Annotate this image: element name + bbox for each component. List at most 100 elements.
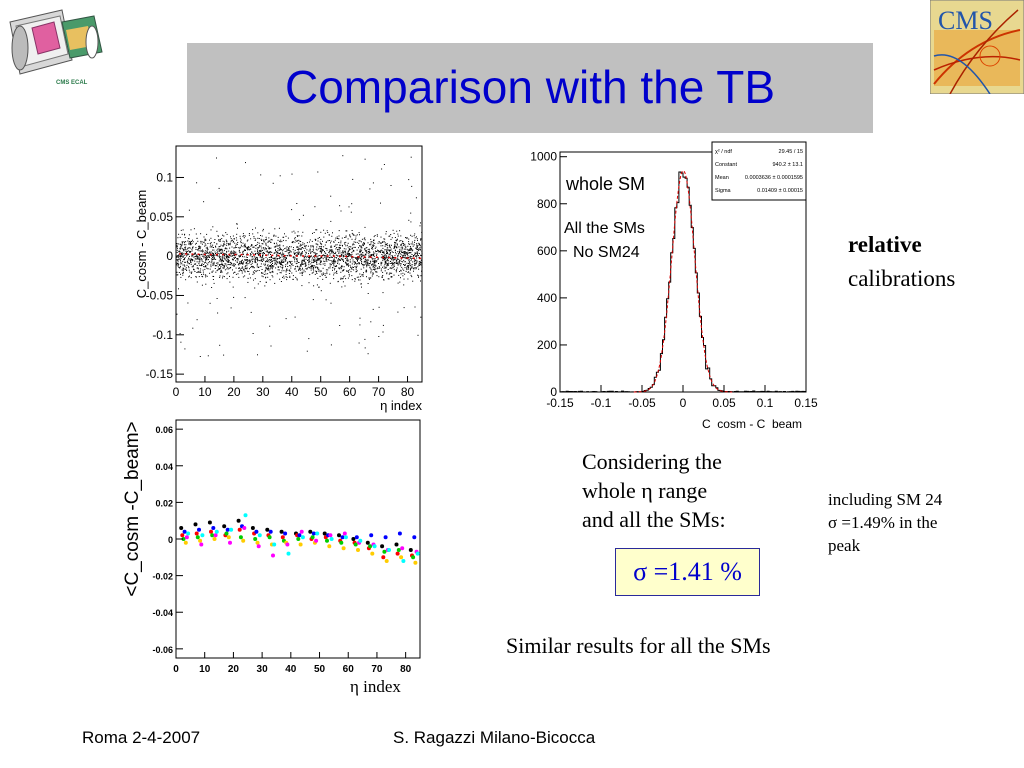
data-point (356, 258, 358, 260)
data-point (279, 241, 281, 243)
data-point (271, 255, 272, 257)
data-point (294, 241, 296, 243)
data-point (383, 265, 385, 267)
data-point (419, 249, 421, 251)
data-point (250, 259, 252, 261)
data-point (383, 279, 385, 281)
data-point (330, 249, 332, 251)
data-point (265, 273, 267, 275)
data-point (199, 258, 201, 260)
data-point (348, 275, 350, 277)
data-point (376, 251, 378, 252)
data-point (240, 270, 242, 271)
considering-line-3: and all the SMs: (582, 507, 726, 532)
data-point (304, 261, 306, 263)
data-point (186, 264, 188, 266)
data-point (325, 241, 327, 243)
data-point (416, 248, 418, 250)
data-point (230, 264, 232, 266)
data-point (400, 277, 401, 279)
data-point (245, 265, 246, 267)
data-point (261, 275, 263, 277)
data-point (246, 240, 248, 242)
y-tick-label: 0 (550, 385, 557, 399)
data-point (285, 260, 287, 262)
data-point (370, 270, 372, 272)
data-point (225, 259, 227, 261)
data-point (391, 251, 393, 253)
data-point (197, 527, 201, 532)
data-point (389, 250, 390, 252)
data-point (248, 234, 250, 236)
data-point (181, 244, 183, 246)
data-point (409, 265, 411, 267)
data-point (394, 258, 396, 260)
data-point (208, 252, 210, 254)
data-point (382, 245, 384, 247)
data-point (322, 240, 323, 242)
data-point (333, 254, 335, 256)
data-point (258, 260, 260, 262)
data-point (248, 271, 250, 272)
data-point (346, 264, 348, 266)
data-point (221, 260, 223, 262)
data-point (298, 219, 300, 221)
data-point (400, 244, 401, 246)
data-point (262, 276, 264, 278)
data-point (206, 249, 208, 251)
data-point (246, 263, 248, 265)
data-point (402, 254, 404, 256)
data-point (244, 266, 246, 268)
data-point (373, 261, 375, 263)
data-point (275, 263, 277, 265)
data-point (226, 255, 227, 257)
data-point (327, 256, 329, 258)
data-point (297, 249, 299, 251)
data-point (289, 270, 291, 272)
data-point (285, 264, 287, 266)
data-point (383, 256, 385, 258)
data-point (240, 261, 242, 263)
x-tick-label: 0.05 (712, 396, 736, 410)
data-point (228, 261, 230, 263)
data-point (361, 254, 363, 256)
data-point (262, 243, 264, 245)
data-point (311, 267, 312, 269)
data-point (281, 250, 283, 252)
data-point (354, 241, 356, 243)
data-point (220, 260, 222, 262)
data-point (221, 238, 223, 240)
data-point (401, 247, 403, 249)
data-point (253, 237, 255, 239)
data-point (305, 245, 307, 247)
data-point (258, 254, 260, 256)
data-point (367, 261, 369, 263)
data-point (338, 267, 340, 269)
data-point (386, 263, 388, 265)
data-point (366, 264, 368, 266)
data-point (326, 258, 328, 260)
data-point (273, 258, 275, 259)
data-point (271, 260, 273, 262)
data-point (336, 247, 338, 248)
data-point (346, 244, 348, 246)
data-point (345, 250, 346, 252)
data-point (368, 544, 373, 549)
data-point (276, 245, 278, 247)
data-point (337, 533, 341, 538)
data-point (418, 242, 420, 244)
data-point (415, 247, 417, 249)
data-point (388, 245, 390, 247)
data-point (397, 256, 399, 258)
data-point (299, 240, 301, 242)
data-point (355, 262, 357, 264)
data-point (273, 246, 275, 248)
data-point (235, 267, 237, 269)
data-point (188, 243, 190, 245)
data-point (337, 249, 339, 251)
data-point (342, 278, 344, 280)
data-point (385, 261, 387, 263)
x-axis-label: C_cosm - C_beam (702, 417, 802, 428)
data-point (238, 249, 240, 251)
data-point (267, 259, 269, 261)
